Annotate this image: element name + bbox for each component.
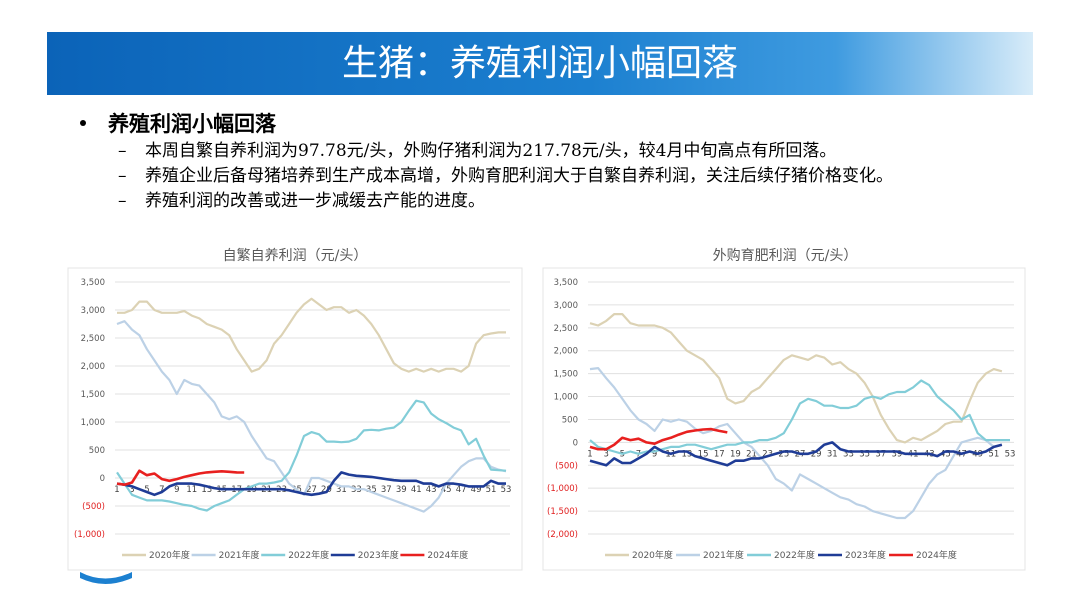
x-tick-label: 49 [471,485,482,495]
x-tick-label: 15 [698,449,709,459]
bullet-text: 养殖企业后备母猪培养到生产成本高增，外购育肥利润大于自繁自养利润，关注后续仔猪价… [145,166,893,186]
y-tick-label: 500 [89,446,105,456]
legend-label: 2020年度 [632,549,673,561]
chart-frame [542,267,1026,571]
x-tick-label: 3 [129,485,134,495]
x-tick-label: 21 [746,449,757,459]
bullet-text: 养殖利润的改善或进一步减缓去产能的进度。 [145,191,485,211]
series-line [589,441,1003,467]
x-tick-label: 17 [714,449,725,459]
legend-label: 2024年度 [427,549,468,561]
y-tick-label: 2,000 [554,347,578,357]
legend-label: 2020年度 [149,549,190,561]
bullet-main: 养殖利润小幅回落 [78,108,978,138]
y-tick-label: (1,000) [547,484,578,494]
x-tick-label: 45 [940,449,951,459]
legend-label: 2021年度 [219,549,260,561]
y-tick-label: (1,500) [547,507,578,517]
x-tick-label: 27 [306,485,317,495]
y-tick-label: 1,500 [81,390,105,400]
x-tick-label: 51 [988,449,999,459]
series-line [589,427,728,451]
chart-title: 外购育肥利润（元/头） [713,248,858,264]
x-tick-label: 37 [381,485,392,495]
y-tick-label: 3,500 [81,278,105,288]
chart-frame [67,267,523,571]
bullet-item: – 养殖企业后备母猪培养到生产成本高增，外购育肥利润大于自繁自养利润，关注后续仔猪… [118,166,893,186]
bullet-list: 养殖利润小幅回落 – 本周自繁自养利润为97.78元/头，外购仔猪利润为217.7… [78,108,978,213]
x-tick-label: 53 [1005,449,1016,459]
series-line [117,297,506,373]
y-tick-label: 1,500 [554,370,578,380]
x-tick-label: 35 [859,449,870,459]
legend-label: 2023年度 [358,549,399,561]
x-tick-label: 43 [426,485,437,495]
x-tick-label: 31 [336,485,347,495]
header-bar: 生猪：养殖利润小幅回落 [47,32,1033,95]
x-tick-label: 53 [501,485,512,495]
y-tick-label: 2,000 [81,362,105,372]
y-tick-label: (1,000) [74,530,105,540]
y-tick-label: 2,500 [81,334,105,344]
x-tick-label: 23 [762,449,773,459]
bullet-item: – 本周自繁自养利润为97.78元/头，外购仔猪利润为217.78元/头，较4月中… [118,141,837,161]
y-tick-label: (2,000) [547,530,578,540]
chart-title: 自繁自养利润（元/头） [223,248,368,264]
x-tick-label: 9 [652,449,657,459]
y-tick-label: (500) [82,502,105,512]
x-tick-label: 3 [603,449,608,459]
x-tick-label: 33 [843,449,854,459]
x-tick-label: 41 [411,485,422,495]
series-line [116,320,507,513]
y-tick-label: 1,000 [81,418,105,428]
y-tick-label: 3,500 [554,278,578,288]
x-tick-label: 9 [174,485,179,495]
y-tick-label: 0 [100,474,105,484]
x-tick-label: 13 [682,449,693,459]
x-tick-label: 19 [730,449,741,459]
x-tick-label: 31 [827,449,838,459]
x-tick-label: 11 [186,485,197,495]
bullet-item: – 养殖利润的改善或进一步减缓去产能的进度。 [118,191,485,211]
y-tick-label: 3,000 [81,306,105,316]
x-tick-label: 35 [366,485,377,495]
y-tick-label: 1,000 [554,393,578,403]
y-tick-label: 3,000 [554,301,578,311]
legend-label: 2024年度 [916,549,957,561]
x-tick-label: 51 [486,485,497,495]
x-tick-label: 5 [144,485,149,495]
bullet-text: 本周自繁自养利润为97.78元/头，外购仔猪利润为217.78元/头，较4月中旬… [145,141,837,161]
series-line [116,471,506,497]
legend-label: 2023年度 [845,549,886,561]
x-tick-label: 39 [396,485,407,495]
x-tick-label: 47 [456,485,467,495]
x-tick-label: 39 [892,449,903,459]
series-line [116,469,245,486]
slide-title: 生猪：养殖利润小幅回落 [341,43,738,84]
x-tick-label: 7 [159,485,164,495]
x-tick-label: 13 [201,485,212,495]
y-tick-label: (500) [555,461,578,471]
series-line [589,367,995,520]
y-tick-label: 2,500 [554,324,578,334]
series-line [589,313,1003,444]
x-tick-label: 25 [778,449,789,459]
legend-label: 2022年度 [288,549,329,561]
x-tick-label: 45 [441,485,452,495]
series-line [116,399,507,512]
x-tick-label: 37 [875,449,886,459]
x-tick-label: 1 [114,485,119,495]
legend-label: 2021年度 [703,549,744,561]
x-tick-label: 29 [811,449,822,459]
logo-arc [80,572,132,584]
y-tick-label: 500 [562,415,578,425]
y-tick-label: 0 [573,438,578,448]
x-tick-label: 1 [587,449,592,459]
legend-label: 2022年度 [774,549,815,561]
